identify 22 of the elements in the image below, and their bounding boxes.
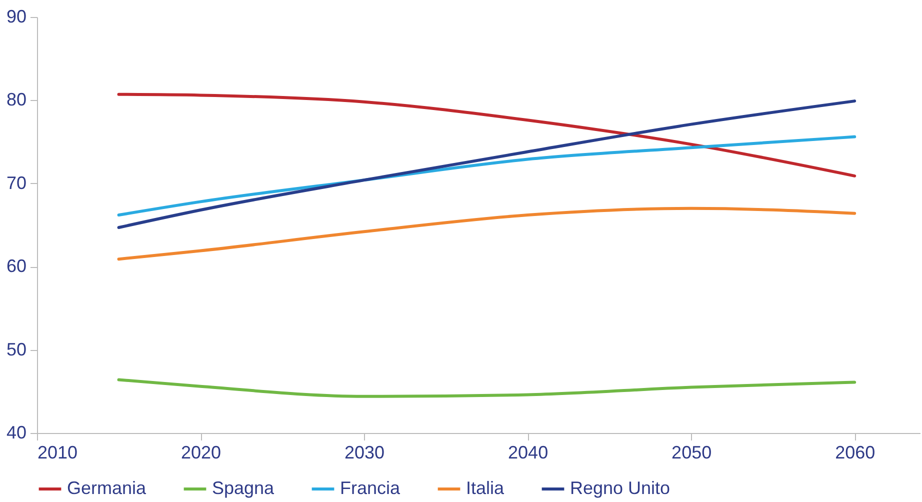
line-series	[117, 135, 856, 217]
legend-label: Italia	[466, 478, 506, 498]
y-tick-label: 80	[6, 90, 26, 110]
x-tick-label: 2010	[38, 442, 78, 462]
y-tick-label: 60	[6, 256, 26, 276]
x-tick-label: 2060	[835, 442, 876, 462]
legend-label: Germania	[67, 478, 148, 498]
y-tick-label: 50	[6, 339, 26, 360]
y-tick-label: 90	[6, 6, 26, 26]
y-tick-label: 40	[6, 422, 26, 442]
x-tick-label: 2030	[344, 442, 385, 462]
x-tick-label: 2050	[672, 442, 712, 462]
x-tick-label: 2040	[508, 442, 548, 462]
line-series	[117, 100, 856, 229]
legend-label: Spagna	[212, 478, 276, 498]
legend-label: Regno Unito	[570, 478, 670, 498]
line-series	[117, 378, 856, 398]
line-series	[117, 92, 856, 178]
y-tick-label: 70	[6, 172, 26, 193]
legend-label: Francia	[340, 478, 402, 498]
x-tick-label: 2020	[180, 442, 222, 462]
line-series	[117, 206, 856, 261]
